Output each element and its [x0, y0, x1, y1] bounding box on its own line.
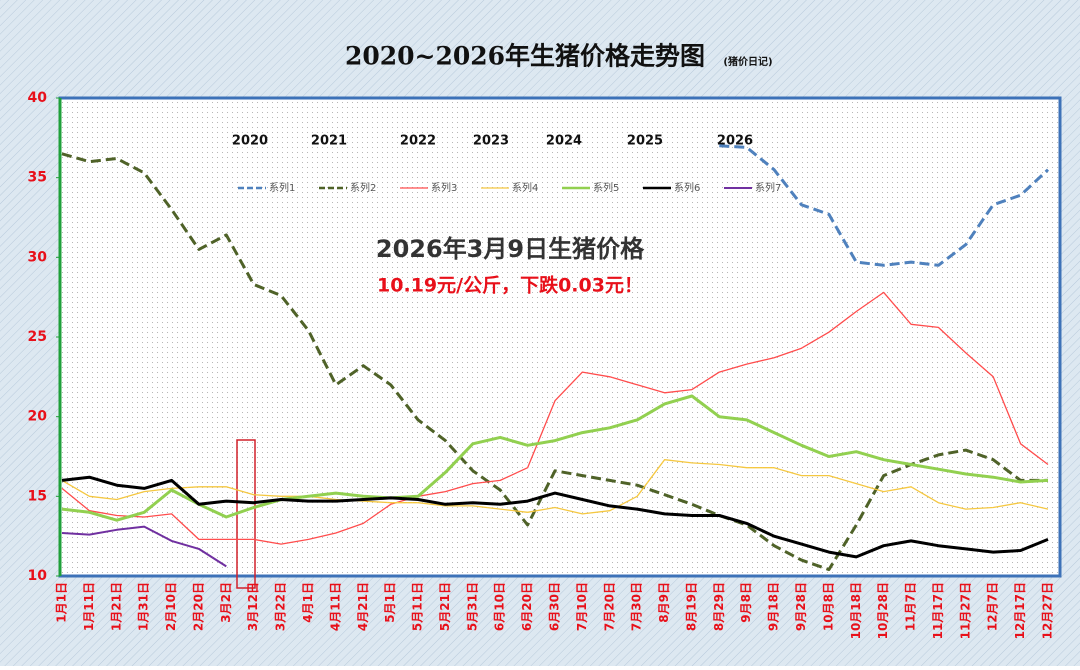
- x-tick-label: 4月1日: [301, 582, 315, 623]
- series-line: [61, 152, 1048, 572]
- x-tick-label: 9月8日: [739, 582, 753, 623]
- y-tick-label: 15: [28, 488, 47, 504]
- x-tick-label: 10月18日: [849, 582, 863, 639]
- x-tick-label: 9月18日: [767, 582, 781, 631]
- x-tick-label: 8月19日: [684, 582, 698, 631]
- x-tick-label: 7月10日: [575, 582, 589, 631]
- x-tick-label: 12月7日: [986, 582, 1000, 631]
- legend-label: 系列4: [512, 181, 538, 194]
- x-tick-label: 10月28日: [876, 582, 890, 639]
- year-label: 2021: [311, 134, 347, 149]
- y-tick-label: 25: [28, 329, 47, 345]
- x-tick-label: 6月20日: [520, 582, 534, 631]
- x-tick-label: 1月11日: [82, 582, 96, 631]
- year-label: 2022: [400, 134, 436, 149]
- series-line: [61, 459, 1049, 515]
- x-tick-label: 11月27日: [958, 582, 972, 639]
- legend-label: 系列6: [674, 181, 700, 194]
- x-tick-label: 1月1日: [55, 582, 69, 623]
- x-tick-label: 2月10日: [164, 582, 178, 631]
- legend-label: 系列2: [350, 181, 376, 194]
- year-label: 2023: [473, 134, 509, 149]
- year-label: 2024: [546, 134, 582, 149]
- x-tick-label: 8月29日: [712, 582, 726, 631]
- legend-label: 系列7: [755, 181, 781, 194]
- legend-label: 系列3: [431, 181, 457, 194]
- x-tick-label: 4月11日: [328, 582, 342, 631]
- y-tick-label: 40: [28, 90, 48, 106]
- x-tick-label: 11月17日: [931, 582, 945, 639]
- y-tick-label: 35: [28, 170, 47, 186]
- plot-area: [58, 96, 1062, 578]
- x-tick-label: 11月7日: [904, 582, 918, 631]
- annotation: 2026年3月9日生猪价格: [376, 235, 645, 263]
- x-tick-label: 5月31日: [465, 582, 479, 631]
- annotation: 10.19元/公斤，下跌0.03元！: [377, 274, 643, 297]
- x-tick-label: 7月30日: [630, 582, 644, 631]
- year-label: 2020: [232, 134, 268, 149]
- legend-label: 系列5: [593, 181, 619, 194]
- chart-subtitle: (猪价日记): [723, 55, 772, 68]
- x-tick-label: 5月21日: [438, 582, 452, 631]
- x-tick-label: 5月1日: [383, 582, 397, 623]
- x-tick-label: 3月22日: [274, 582, 288, 631]
- x-tick-label: 6月10日: [493, 582, 507, 631]
- x-tick-label: 6月30日: [548, 582, 562, 631]
- y-tick-label: 10: [28, 568, 48, 584]
- series-line: [61, 291, 1049, 545]
- x-tick-label: 12月17日: [1013, 582, 1027, 639]
- legend-label: 系列1: [269, 181, 295, 194]
- x-tick-label: 7月20日: [602, 582, 616, 631]
- x-tick-label: 9月28日: [794, 582, 808, 631]
- x-tick-label: 3月12日: [246, 582, 260, 631]
- y-tick-label: 20: [28, 409, 48, 425]
- year-label: 2025: [627, 134, 663, 149]
- x-tick-label: 10月8日: [821, 582, 835, 631]
- y-tick-label: 30: [28, 249, 48, 265]
- x-tick-label: 2月20日: [191, 582, 205, 631]
- x-tick-label: 4月21日: [356, 582, 370, 631]
- series-line: [61, 394, 1049, 522]
- chart-title: 2020~2026年生猪价格走势图: [345, 42, 705, 71]
- x-tick-label: 3月2日: [219, 582, 233, 623]
- series-line: [61, 525, 227, 568]
- x-tick-label: 1月31日: [137, 582, 151, 631]
- series-line: [61, 475, 1049, 559]
- x-tick-label: 1月21日: [109, 582, 123, 631]
- x-tick-label: 12月27日: [1041, 582, 1055, 639]
- series-line: [719, 144, 1050, 267]
- x-tick-label: 8月9日: [657, 582, 671, 623]
- x-tick-label: 5月11日: [411, 582, 425, 631]
